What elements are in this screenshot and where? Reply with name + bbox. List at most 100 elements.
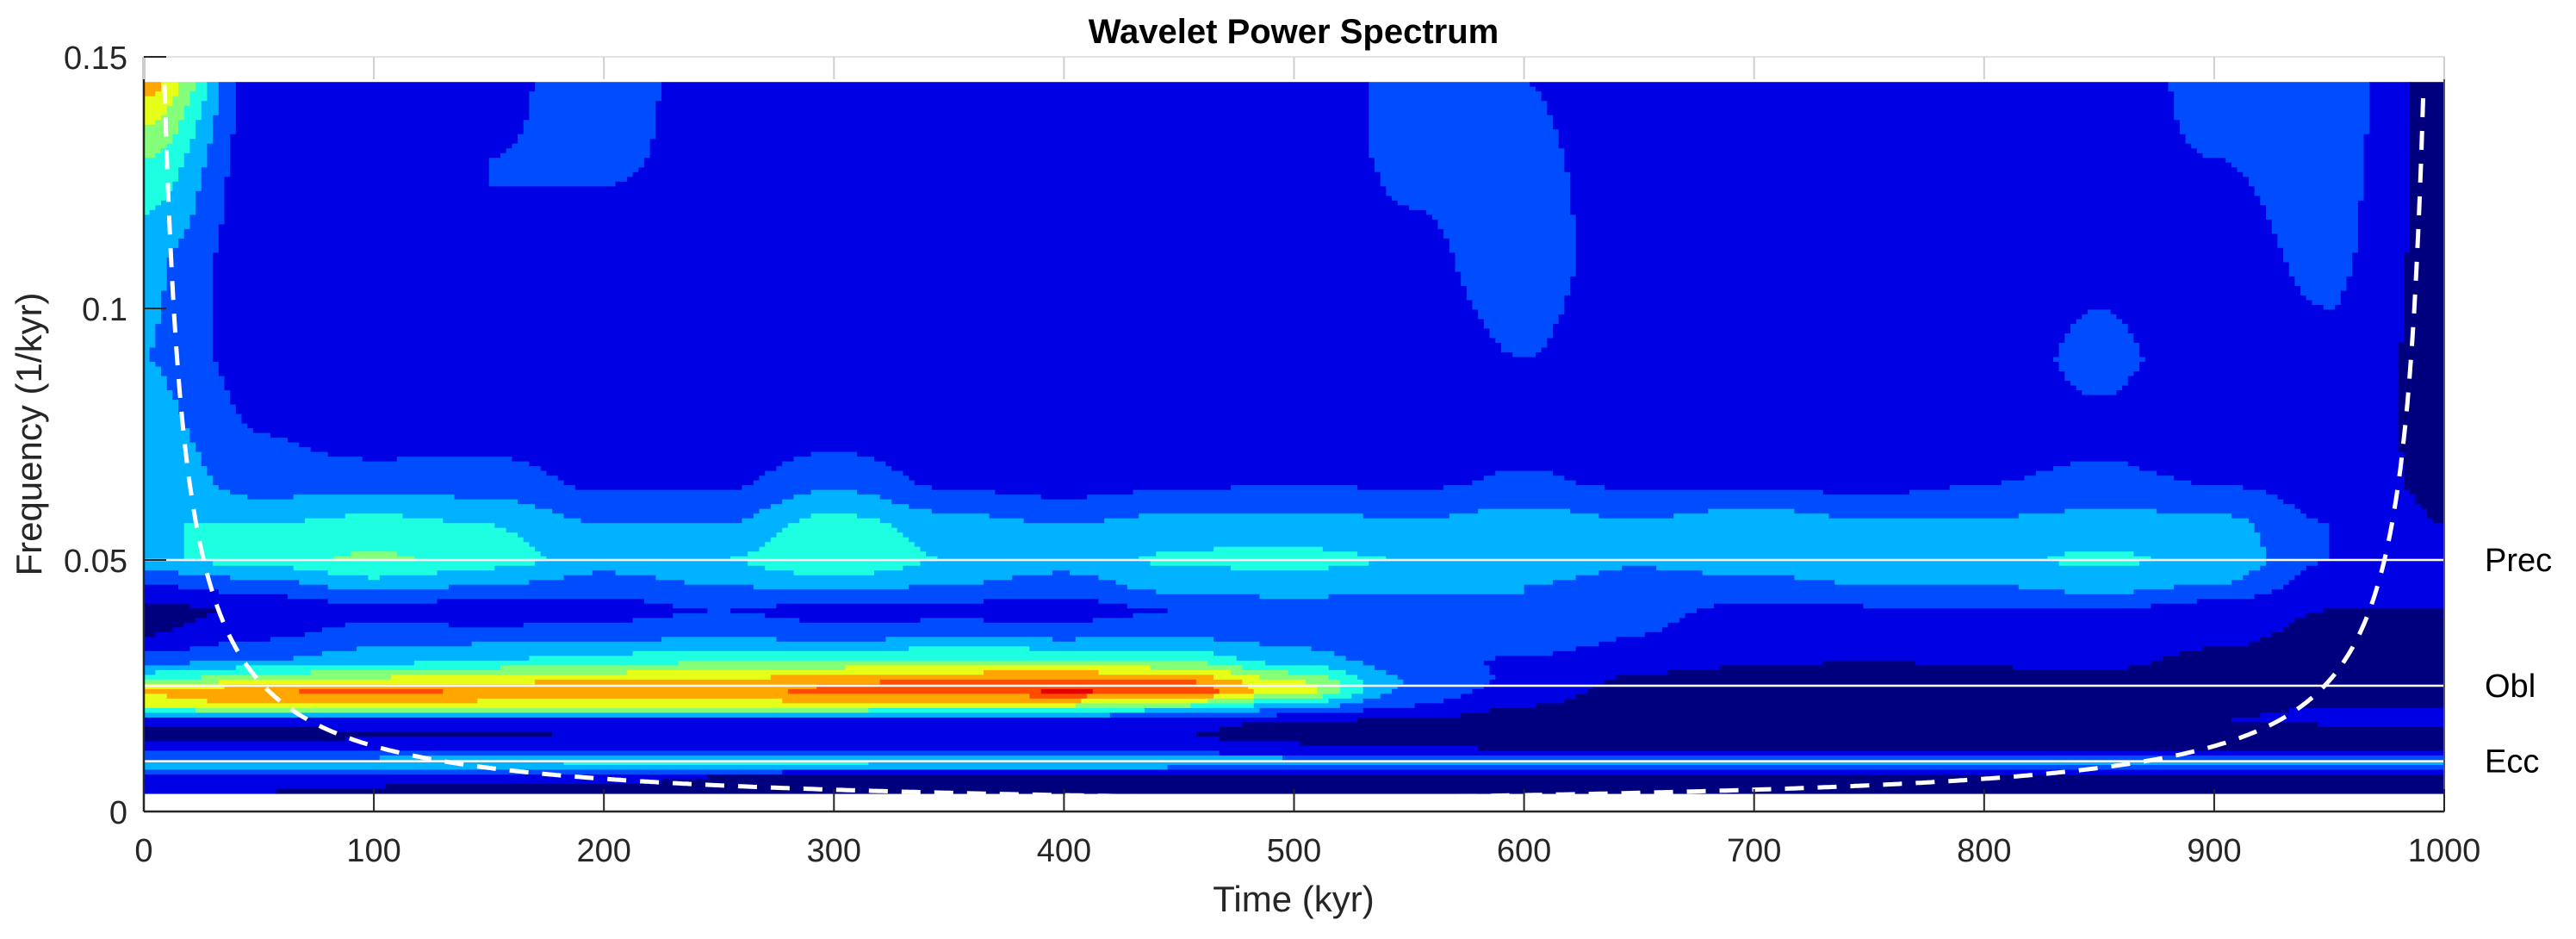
heatmap-cell xyxy=(2404,285,2445,292)
heatmap-cell xyxy=(402,513,565,519)
heatmap-cell xyxy=(144,91,156,97)
heatmap-cell xyxy=(144,650,323,656)
heatmap-cell xyxy=(235,124,525,130)
heatmap-cell xyxy=(2409,105,2445,111)
heatmap-cell xyxy=(213,480,565,486)
heatmap-cell xyxy=(144,381,168,387)
heatmap-cell xyxy=(144,295,162,302)
heatmap-cell xyxy=(1328,675,1358,681)
heatmap-cell xyxy=(144,209,151,215)
heatmap-cell xyxy=(529,91,662,97)
heatmap-cell xyxy=(207,470,548,476)
heatmap-cell xyxy=(2145,357,2399,363)
heatmap-cell xyxy=(1478,314,1560,320)
heatmap-cell xyxy=(144,726,329,733)
heatmap-cell xyxy=(144,395,173,401)
heatmap-cell xyxy=(172,96,191,102)
heatmap-cell xyxy=(1369,148,1565,154)
heatmap-cell xyxy=(196,196,226,202)
heatmap-cell xyxy=(252,428,2399,434)
heatmap-cell xyxy=(2248,181,2365,187)
heatmap-cell xyxy=(1356,675,1399,681)
heatmap-cell xyxy=(144,328,156,334)
heatmap-cell xyxy=(2398,423,2445,429)
heatmap-cell xyxy=(2110,309,2405,315)
heatmap-cell xyxy=(903,470,1496,476)
heatmap-cell xyxy=(2404,480,2445,486)
heatmap-cell xyxy=(213,252,1456,258)
heatmap-cell xyxy=(144,764,1169,771)
heatmap-cell xyxy=(144,750,1220,756)
heatmap-cell xyxy=(1449,247,1577,253)
heatmap-cell xyxy=(183,233,220,239)
heatmap-cell xyxy=(1702,570,2250,576)
heatmap-cell xyxy=(2409,215,2445,221)
heatmap-cell xyxy=(1443,233,1577,239)
heatmap-cell xyxy=(144,693,168,700)
cone-of-influence xyxy=(162,84,2426,800)
heatmap-cell xyxy=(776,603,1128,609)
heatmap-cell xyxy=(1547,101,2175,107)
heatmap-cell xyxy=(327,451,812,457)
heatmap-cell xyxy=(2306,565,2445,571)
heatmap-cell xyxy=(2260,637,2445,643)
heatmap-cell xyxy=(1575,262,2290,268)
heatmap-cell xyxy=(144,736,346,743)
heatmap-cell xyxy=(218,485,576,491)
heatmap-cell xyxy=(2064,376,2129,382)
heatmap-cell xyxy=(2294,276,2348,283)
heatmap-cell xyxy=(1087,494,2278,501)
heatmap-cell xyxy=(144,124,179,130)
heatmap-cell xyxy=(2058,561,2140,567)
heatmap-cell xyxy=(144,527,185,533)
heatmap-cell xyxy=(615,570,795,576)
heatmap-cell xyxy=(2340,295,2405,302)
heatmap-cell xyxy=(166,190,196,196)
heatmap-cell xyxy=(2409,205,2445,211)
heatmap-cell xyxy=(1575,271,2290,277)
heatmap-cell xyxy=(2369,101,2411,107)
heatmap-cell xyxy=(144,760,565,766)
heatmap-cell xyxy=(1466,290,1571,296)
heatmap-cell xyxy=(2415,499,2445,505)
heatmap-cell xyxy=(144,489,231,495)
heatmap-cell xyxy=(1305,679,1341,685)
heatmap-cell xyxy=(2122,319,2405,325)
heatmap-cell xyxy=(1564,148,2198,154)
reference-lines: Prec Obl Ecc xyxy=(144,543,2552,780)
heatmap-cell xyxy=(1564,476,2026,482)
heatmap-cell xyxy=(213,309,1479,315)
heatmap-cell xyxy=(655,129,1369,135)
heatmap-cell xyxy=(201,675,392,681)
heatmap-cell xyxy=(1564,162,2232,168)
heatmap-cell xyxy=(1495,656,2163,662)
heatmap-cell xyxy=(2064,371,2135,377)
heatmap-cell xyxy=(2409,96,2445,102)
heatmap-cell xyxy=(1575,646,2204,652)
heatmap-cell xyxy=(1369,96,1542,102)
heatmap-cell xyxy=(1231,669,1289,675)
heatmap-cell xyxy=(166,257,214,263)
heatmap-cell xyxy=(1564,304,2325,311)
heatmap-cell xyxy=(649,152,1369,159)
heatmap-cell xyxy=(235,110,530,116)
heatmap-cell xyxy=(178,171,202,177)
heatmap-cell xyxy=(1570,181,2250,187)
heatmap-cell xyxy=(529,115,656,121)
heatmap-cell xyxy=(1794,575,2244,581)
heatmap-cell xyxy=(161,290,214,296)
heatmap-cell xyxy=(189,101,202,107)
heatmap-cell xyxy=(983,618,1094,624)
heatmap-cell xyxy=(1455,266,1577,273)
heatmap-cell xyxy=(144,423,185,429)
heatmap-cell xyxy=(776,532,904,538)
heatmap-cell xyxy=(183,158,208,164)
x-tick-label: 500 xyxy=(1267,833,1321,869)
heatmap-cell xyxy=(1248,684,1318,690)
heatmap-cell xyxy=(213,290,1468,296)
heatmap-cell xyxy=(196,618,634,624)
heatmap-cell xyxy=(500,152,651,159)
heatmap-cell xyxy=(2363,134,2411,140)
heatmap-cell xyxy=(897,527,2256,533)
heatmap-cell xyxy=(1483,319,1560,325)
